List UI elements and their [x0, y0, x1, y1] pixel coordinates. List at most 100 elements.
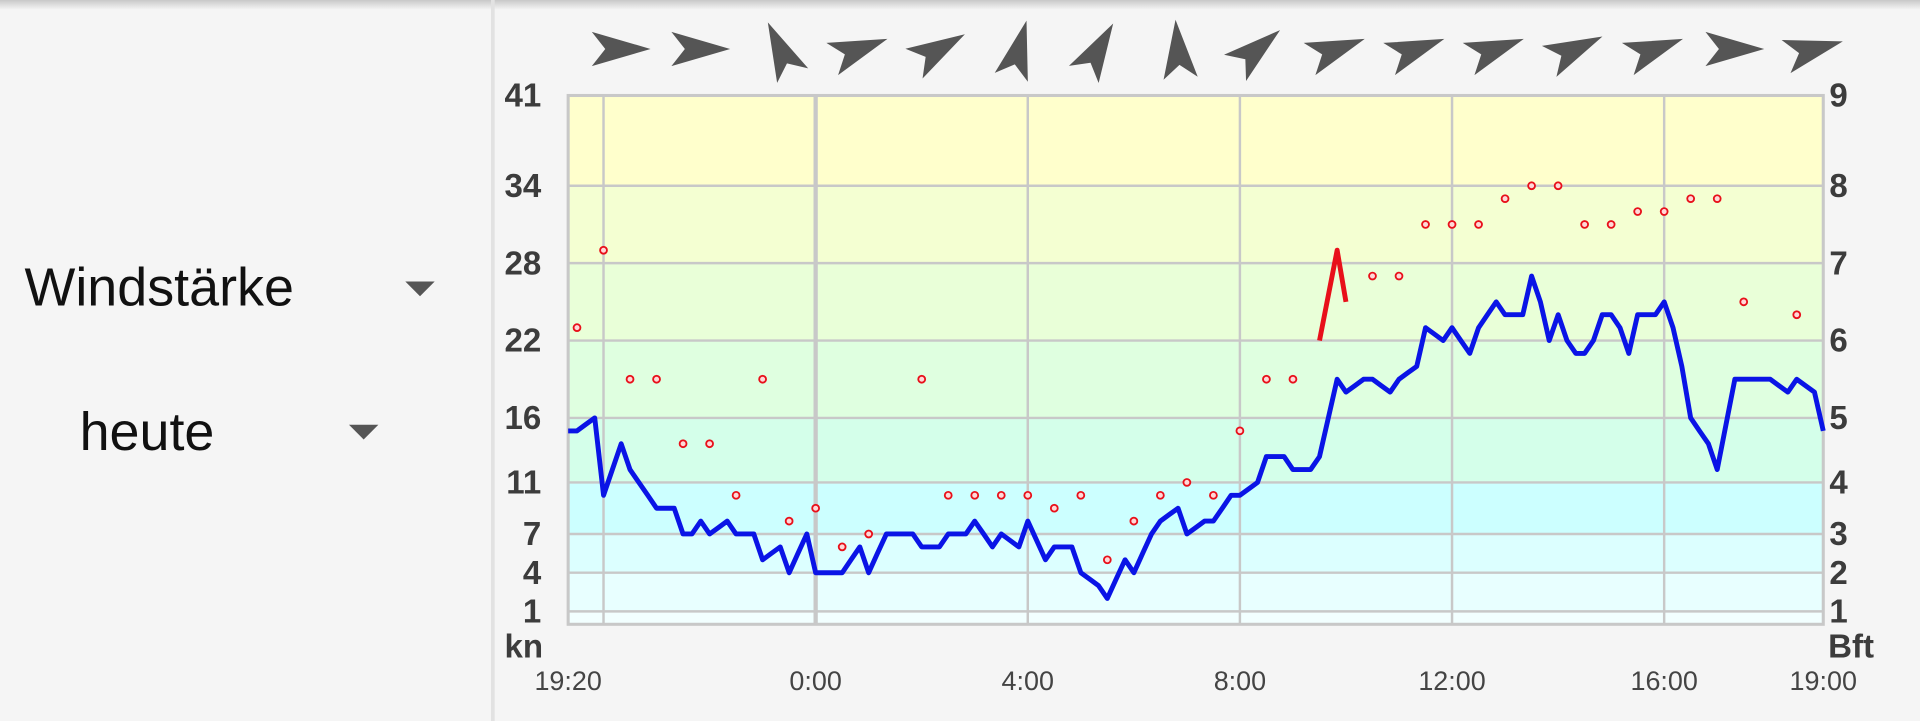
gust-dot — [1129, 516, 1139, 526]
gust-dot — [572, 323, 582, 332]
gust-dot — [811, 503, 820, 513]
gust-dot — [837, 542, 847, 552]
direction-arrow — [1462, 38, 1524, 76]
y2-tick-label: 6 — [1829, 323, 1847, 360]
direction-arrow — [1781, 40, 1843, 74]
gust-dot — [1527, 181, 1536, 191]
y2-tick-label: 3 — [1829, 516, 1847, 553]
y2-tick-label: 2 — [1829, 555, 1847, 592]
y2-tick-label: 1 — [1829, 594, 1847, 631]
plot-frame — [566, 93, 1825, 626]
series-line — [568, 273, 1826, 601]
gust-dot — [1606, 220, 1616, 229]
series-line — [1317, 247, 1349, 342]
direction-arrow — [1383, 38, 1445, 76]
direction-arrow — [1621, 38, 1684, 76]
dropdown-arrow — [348, 424, 379, 440]
metric-dropdown[interactable]: Windstärke — [24, 258, 435, 318]
y-tick-label: 34 — [504, 168, 541, 205]
gust-dot — [1156, 490, 1165, 500]
dropdown-arrow — [405, 281, 435, 297]
y2-axis-label: Bft — [1828, 629, 1874, 666]
band — [568, 572, 1824, 612]
gust-dot — [731, 490, 741, 500]
direction-arrow — [826, 38, 888, 76]
gust-dot — [678, 439, 688, 449]
y2-tick-label: 4 — [1829, 465, 1848, 502]
band — [568, 534, 1824, 573]
direction-arrow — [994, 20, 1028, 82]
band — [568, 611, 1824, 625]
y2-tick-label: 9 — [1829, 78, 1847, 115]
direction-arrow — [767, 22, 809, 83]
gust-dot — [1076, 490, 1086, 500]
day-dropdown[interactable]: heute — [80, 402, 379, 462]
gust-dot — [705, 439, 714, 449]
gust-dot — [1500, 194, 1510, 204]
gust-dot — [943, 490, 953, 500]
y-tick-label: 11 — [506, 465, 541, 502]
y-tick-label: 22 — [504, 323, 541, 360]
band — [568, 263, 1824, 341]
x-tick-label: 8:00 — [1214, 666, 1266, 696]
direction-arrow — [905, 34, 965, 79]
gust-dot — [1686, 194, 1696, 204]
y-tick-label: 41 — [504, 78, 541, 115]
gust-dot — [1262, 374, 1271, 384]
gust-dot — [1049, 503, 1059, 513]
band — [568, 95, 1824, 186]
direction-arrow — [1224, 30, 1281, 81]
gust-dot — [1421, 220, 1430, 229]
direction-arrow — [591, 31, 651, 67]
y-tick-label: 4 — [523, 555, 542, 592]
gust-dot — [758, 374, 767, 384]
gust-dot — [1739, 297, 1749, 307]
direction-arrow — [1705, 31, 1765, 67]
gust-dot — [1553, 181, 1563, 191]
y-tick-label: 7 — [523, 516, 541, 553]
top-shadow — [0, 0, 1920, 10]
band — [568, 340, 1824, 418]
x-tick-label: 16:00 — [1630, 666, 1697, 696]
y2-tick-label: 5 — [1829, 400, 1847, 437]
gust-dot — [1474, 220, 1483, 229]
gust-dot — [1288, 374, 1298, 384]
direction-arrow — [1068, 23, 1114, 83]
gust-dot — [1659, 207, 1669, 216]
direction-arrow — [1541, 36, 1603, 77]
gust-dot — [1368, 271, 1377, 281]
y2-tick-label: 7 — [1829, 245, 1847, 282]
gust-dot — [1580, 220, 1589, 229]
gust-dot — [970, 490, 980, 500]
direction-arrow — [1303, 38, 1365, 76]
dropdown-label: Windstärke — [24, 258, 293, 318]
x-tick-label: 0:00 — [789, 666, 841, 696]
gust-dot — [864, 529, 874, 539]
divider — [491, 0, 495, 721]
gust-dot — [625, 374, 635, 384]
gust-dot — [1394, 271, 1404, 281]
y-axis-label: kn — [504, 629, 543, 666]
y-tick-label: 28 — [504, 245, 541, 282]
gust-dot — [1235, 426, 1245, 436]
gust-dot — [1633, 207, 1642, 216]
x-tick-label: 19:00 — [1790, 666, 1857, 696]
y-tick-label: 16 — [504, 400, 541, 437]
band — [568, 417, 1824, 483]
gust-dot — [784, 516, 794, 526]
gust-dot — [1102, 555, 1112, 565]
gust-dot — [599, 245, 608, 255]
direction-arrow — [1163, 19, 1198, 80]
y2-tick-label: 8 — [1829, 168, 1847, 205]
gust-dot — [1209, 490, 1218, 500]
band — [568, 185, 1824, 264]
gust-dot — [1792, 310, 1802, 320]
gust-dot — [1182, 478, 1192, 487]
direction-arrow — [671, 31, 731, 67]
x-tick-label: 12:00 — [1418, 666, 1485, 696]
gust-dot — [1712, 194, 1722, 204]
x-tick-label: 4:00 — [1002, 666, 1054, 696]
gust-dot — [917, 374, 927, 384]
